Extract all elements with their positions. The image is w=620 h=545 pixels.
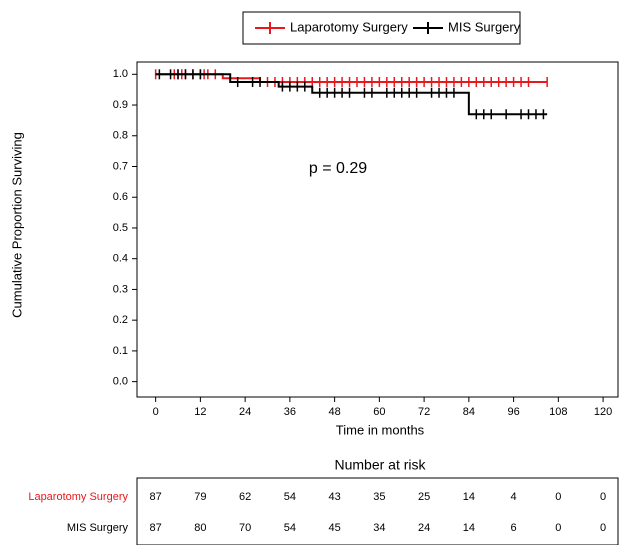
x-tick-label: 36: [284, 406, 296, 418]
y-tick-label: 0.9: [113, 99, 128, 111]
x-tick-label: 0: [153, 406, 159, 418]
legend-box: [242, 11, 521, 45]
risk-count: 62: [239, 491, 251, 503]
risk-count: 34: [373, 522, 385, 534]
risk-count: 70: [239, 522, 251, 534]
y-tick-label: 1.0: [113, 68, 128, 80]
legend-label: Laparotomy Surgery: [290, 19, 408, 34]
risk-table-title: Number at risk: [334, 457, 426, 473]
y-tick-label: 0.7: [113, 160, 128, 172]
risk-count: 54: [284, 491, 296, 503]
y-tick-label: 0.0: [113, 376, 128, 388]
risk-count: 25: [418, 491, 430, 503]
y-tick-label: 0.8: [113, 130, 128, 142]
y-tick-label: 0.2: [113, 314, 128, 326]
risk-count: 35: [373, 491, 385, 503]
risk-count: 87: [150, 491, 162, 503]
survival-curve: [155, 73, 548, 83]
risk-count: 14: [463, 491, 475, 503]
x-tick-label: 24: [239, 406, 251, 418]
risk-count: 14: [463, 522, 475, 534]
risk-count: 54: [284, 522, 296, 534]
risk-count: 4: [511, 491, 517, 503]
y-tick-label: 0.5: [113, 222, 128, 234]
risk-count: 43: [328, 491, 340, 503]
risk-count: 0: [555, 491, 561, 503]
risk-row-label: MIS Surgery: [67, 522, 129, 534]
risk-count: 6: [511, 522, 517, 534]
risk-count: 24: [418, 522, 430, 534]
plot-frame: [136, 61, 619, 398]
risk-count: 0: [600, 522, 606, 534]
x-tick-label: 108: [549, 406, 567, 418]
y-tick-label: 0.1: [113, 345, 128, 357]
risk-table-frame: [136, 477, 619, 545]
risk-row-label: Laparotomy Surgery: [28, 491, 128, 503]
risk-count: 45: [328, 522, 340, 534]
y-tick-label: 0.4: [113, 253, 128, 265]
p-value: p = 0.29: [309, 160, 367, 177]
x-tick-label: 48: [328, 406, 340, 418]
risk-count: 87: [150, 522, 162, 534]
x-tick-label: 72: [418, 406, 430, 418]
x-tick-label: 84: [463, 406, 475, 418]
risk-count: 79: [194, 491, 206, 503]
y-tick-label: 0.3: [113, 283, 128, 295]
x-axis-label: Time in months: [336, 422, 425, 437]
y-axis-label: Cumulative Proportion Surviving: [9, 132, 24, 318]
survival-curve: [155, 73, 548, 116]
x-tick-label: 120: [594, 406, 612, 418]
x-tick-label: 12: [194, 406, 206, 418]
legend-label: MIS Surgery: [448, 19, 521, 34]
y-tick-label: 0.6: [113, 191, 128, 203]
x-tick-label: 96: [507, 406, 519, 418]
risk-count: 0: [600, 491, 606, 503]
x-tick-label: 60: [373, 406, 385, 418]
risk-count: 80: [194, 522, 206, 534]
risk-count: 0: [555, 522, 561, 534]
